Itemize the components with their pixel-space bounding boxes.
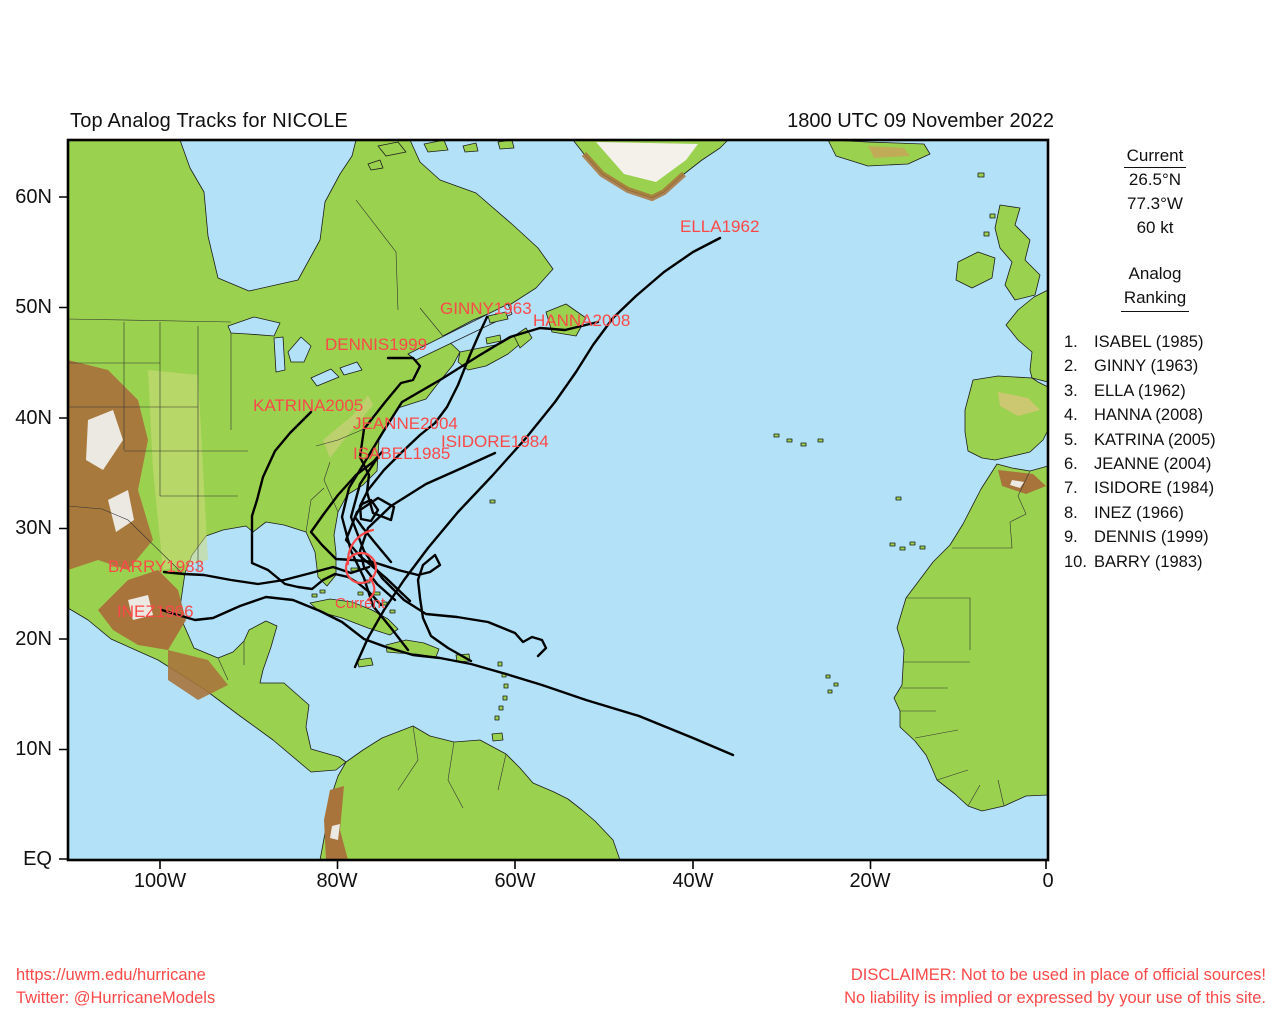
ranking-item: 7. ISIDORE (1984) <box>1064 479 1215 498</box>
x-tick-60w: 60W <box>494 870 536 892</box>
ranking-item: 8. INEZ (1966) <box>1064 503 1184 522</box>
track-label-hanna2008: HANNA2008 <box>533 311 630 330</box>
x-tick-40w: 40W <box>672 870 714 892</box>
british-isles <box>955 204 1041 301</box>
ranking-item: 5. KATRINA (2005) <box>1064 430 1216 449</box>
y-tick-40n: 40N <box>15 407 52 429</box>
track-label-ella1962: ELLA1962 <box>680 217 759 236</box>
iceland <box>827 139 985 178</box>
x-tick-0: 0 <box>1042 870 1054 892</box>
x-tick-20w: 20W <box>849 870 891 892</box>
storm-track-ella1962 <box>353 236 722 669</box>
y-tick-50n: 50N <box>15 296 52 318</box>
ranking-item: 6. JEANNE (2004) <box>1064 455 1212 474</box>
ranking-item: 9. DENNIS (1999) <box>1064 528 1209 547</box>
atlantic-islands <box>489 433 926 694</box>
y-tick-30n: 30N <box>15 517 52 539</box>
x-tick-80w: 80W <box>316 870 358 892</box>
analog-ranking-heading-line1: Analog <box>1128 264 1182 283</box>
greenland <box>572 139 729 202</box>
track-label-isidore1984: ISIDORE1984 <box>441 432 549 451</box>
europe <box>964 289 1049 461</box>
map-frame <box>59 138 1050 869</box>
current-position-label: Current <box>335 595 386 612</box>
storm-track-barry1983 <box>162 565 371 586</box>
track-label-katrina2005: KATRINA2005 <box>253 396 363 415</box>
current-latitude: 26.5°N <box>1128 170 1182 189</box>
storm-track-isabel1985 <box>349 455 548 658</box>
sidebar: Current 26.5°N 77.3°W 60 kt Analog Ranki… <box>1064 146 1246 574</box>
track-label-isabel1985: ISABEL1985 <box>353 444 450 463</box>
source-url: https://uwm.edu/hurricane <box>16 966 206 984</box>
disclaimer-line1: DISCLAIMER: Not to be used in place of o… <box>850 966 1266 984</box>
track-label-inez1966: INEZ1966 <box>117 602 194 621</box>
y-tick-20n: 20N <box>15 628 52 650</box>
analog-track-map: ELLA1962 GINNY1963 HANNA2008 DENNIS1999 KATR… <box>59 138 1050 869</box>
header-datetime: 1800 UTC 09 November 2022 <box>787 110 1054 132</box>
ranking-item: 2. GINNY (1963) <box>1064 357 1199 376</box>
iberia-highlands <box>998 392 1040 416</box>
y-tick-60n: 60N <box>15 186 52 208</box>
africa <box>893 463 1049 812</box>
track-label-barry1983: BARRY1983 <box>108 557 204 576</box>
track-label-dennis1999: DENNIS1999 <box>325 335 427 354</box>
current-heading: Current <box>1123 146 1187 168</box>
storm-track-jeanne2004 <box>309 450 473 663</box>
page-title: Top Analog Tracks for NICOLE <box>70 110 348 132</box>
track-layer <box>160 236 735 757</box>
current-longitude: 77.3°W <box>1127 194 1183 213</box>
analog-ranking-list: 1. ISABEL (1985) 2. GINNY (1963) 3. ELLA (1… <box>1064 330 1246 574</box>
ranking-item: 3. ELLA (1962) <box>1064 381 1186 400</box>
disclaimer-line2: No liability is implied or expressed by … <box>844 989 1266 1007</box>
track-label-jeanne2004: JEANNE2004 <box>353 414 458 433</box>
storm-track-dennis1999 <box>344 356 422 603</box>
current-position-marker <box>344 528 378 602</box>
ranking-item: 4. HANNA (2008) <box>1064 406 1204 425</box>
y-tick-10n: 10N <box>15 738 52 760</box>
terrain-shading <box>68 360 373 700</box>
y-tick-eq: EQ <box>23 848 52 870</box>
ranking-item: 1. ISABEL (1985) <box>1064 333 1204 351</box>
track-label-ginny1963: GINNY1963 <box>440 299 532 318</box>
storm-track-inez1966 <box>160 595 735 757</box>
current-intensity: 60 kt <box>1136 218 1174 237</box>
ranking-item: 10. BARRY (1983) <box>1064 552 1203 571</box>
twitter-handle: Twitter: @HurricaneModels <box>16 989 216 1007</box>
x-tick-100w: 100W <box>133 870 187 892</box>
analog-ranking-heading-line2: Ranking <box>1120 286 1190 312</box>
footer-source-links: https://uwm.edu/hurricane Twitter: @Hurr… <box>16 964 215 1010</box>
footer-disclaimer: DISCLAIMER: Not to be used in place of o… <box>844 964 1266 1010</box>
south-america <box>319 725 621 861</box>
